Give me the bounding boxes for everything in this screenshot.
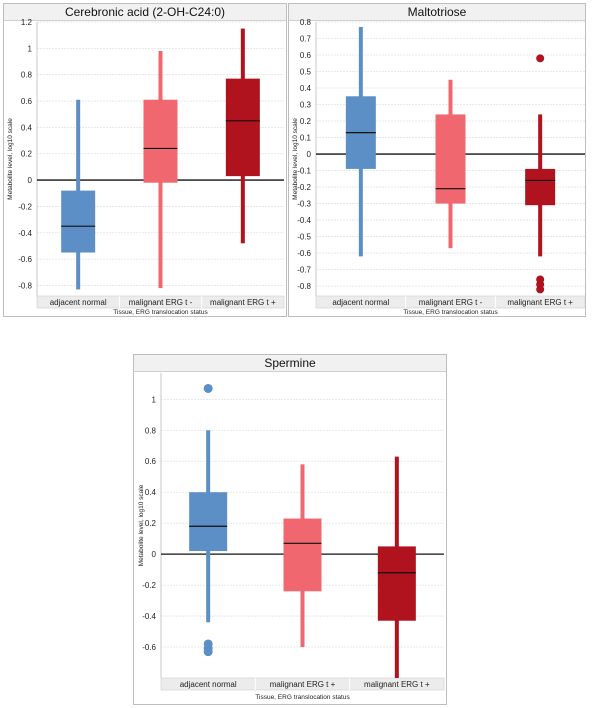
- y-tick-label: 0.6: [21, 97, 33, 106]
- x-axis-title: Tissue, ERG translocation status: [255, 694, 350, 701]
- chart-panel-maltotriose: Maltotriose 0.8 0.7 0.6 0.5 0.4 0.3 0.2 0.1 0 -0.…: [288, 3, 586, 317]
- x-axis-title: Tissue, ERG translocation status: [403, 309, 498, 316]
- x-axis-title: Tissue, ERG translocation status: [113, 309, 208, 316]
- x-category-label: malignant ERG t +: [364, 680, 430, 689]
- y-tick-label: -0.6: [297, 249, 311, 258]
- y-tick-label: 0.8: [21, 71, 33, 80]
- y-tick-label: -0.6: [142, 643, 156, 652]
- category-axis-band: [36, 295, 285, 309]
- y-tick-label: -0.2: [18, 202, 32, 211]
- y-tick-label: -0.4: [297, 216, 311, 225]
- y-tick-label: -0.2: [297, 183, 311, 192]
- y-tick-label: -0.1: [297, 167, 311, 176]
- box-iqr: [283, 518, 322, 592]
- y-tick-label: -0.3: [297, 200, 311, 209]
- y-tick-label: 0.2: [145, 519, 157, 528]
- y-tick-label: 0: [28, 176, 33, 185]
- chart-panel-spermine: Spermine 1 0.8 0.6 0.4 0.2 0 -0.2 -0.4 -0.6 adjac…: [133, 354, 447, 705]
- category-axis-band: [160, 677, 445, 691]
- box-iqr: [143, 99, 178, 183]
- y-tick-label: 0.5: [300, 68, 312, 77]
- outlier-point: [203, 383, 213, 393]
- box-chart-cerebronic-acid: 1.2 1 0.8 0.6 0.4 0.2 0 -0.2 -0.4 -0.6 -0.8 adjacen…: [7, 18, 285, 316]
- chart-panel-cerebronic-acid: Cerebronic acid (2-OH-C24:0) 1.2 1 0.8 0.6 0…: [3, 3, 287, 317]
- y-tick-label: -0.8: [18, 281, 32, 290]
- y-tick-label: 0.4: [300, 84, 312, 93]
- y-tick-label: 0.8: [145, 426, 157, 435]
- outlier-point: [203, 647, 213, 657]
- outlier-point: [536, 285, 545, 294]
- y-tick-label: -0.8: [297, 282, 311, 291]
- chart-title: Maltotriose: [289, 4, 585, 21]
- x-category-label: malignant ERG t -: [129, 298, 193, 307]
- y-axis-title: Metabolite level, log10 scale: [138, 484, 145, 566]
- y-tick-label: -0.2: [142, 581, 156, 590]
- y-tick-label: 1: [152, 395, 157, 404]
- y-tick-label: 0.6: [300, 51, 312, 60]
- x-category-label: malignant ERG t +: [270, 680, 336, 689]
- y-axis-title: Metabolite level, log10 scale: [292, 118, 299, 200]
- y-tick-label: 0: [152, 550, 157, 559]
- y-tick-label: 0.4: [145, 488, 157, 497]
- outlier-point: [536, 54, 545, 63]
- y-tick-label: 0.3: [300, 101, 312, 110]
- y-tick-label: -0.4: [142, 612, 156, 621]
- category-axis-band: [315, 295, 586, 309]
- y-tick-label: 0: [307, 150, 312, 159]
- y-axis-title: Metabolite level, log10 scale: [7, 118, 14, 200]
- y-tick-label: 0.7: [300, 35, 312, 44]
- box-chart-spermine: 1 0.8 0.6 0.4 0.2 0 -0.2 -0.4 -0.6 adjacent norma…: [138, 373, 445, 701]
- x-category-label: adjacent normal: [180, 680, 237, 689]
- y-tick-label: -0.6: [18, 255, 32, 264]
- y-tick-label: 1.2: [21, 18, 33, 27]
- y-tick-label: 0.6: [145, 457, 157, 466]
- x-category-label: malignant ERG t -: [419, 298, 483, 307]
- y-tick-label: 0.2: [300, 117, 312, 126]
- y-tick-label: 0.1: [300, 134, 312, 143]
- x-category-label: adjacent normal: [332, 298, 389, 307]
- y-tick-label: -0.5: [297, 233, 311, 242]
- y-tick-label: 0.2: [21, 150, 33, 159]
- box-iqr: [525, 168, 556, 206]
- y-tick-label: -0.4: [18, 229, 32, 238]
- y-tick-label: 1: [28, 44, 33, 53]
- x-category-label: malignant ERG t +: [507, 298, 573, 307]
- box-iqr: [377, 546, 416, 621]
- box-iqr: [435, 114, 466, 204]
- box-iqr: [61, 190, 96, 253]
- y-tick-label: -0.7: [297, 266, 311, 275]
- x-category-label: malignant ERG t +: [210, 298, 276, 307]
- y-tick-label: 0.4: [21, 123, 33, 132]
- y-tick-label: 0.8: [300, 18, 312, 27]
- box-chart-maltotriose: 0.8 0.7 0.6 0.5 0.4 0.3 0.2 0.1 0 -0.1 -0.2 -0.3 -0.…: [292, 18, 586, 316]
- chart-title: Cerebronic acid (2-OH-C24:0): [4, 4, 286, 21]
- box-iqr: [225, 78, 260, 177]
- x-category-label: adjacent normal: [50, 298, 107, 307]
- box-iqr: [189, 492, 228, 552]
- chart-title: Spermine: [134, 355, 446, 372]
